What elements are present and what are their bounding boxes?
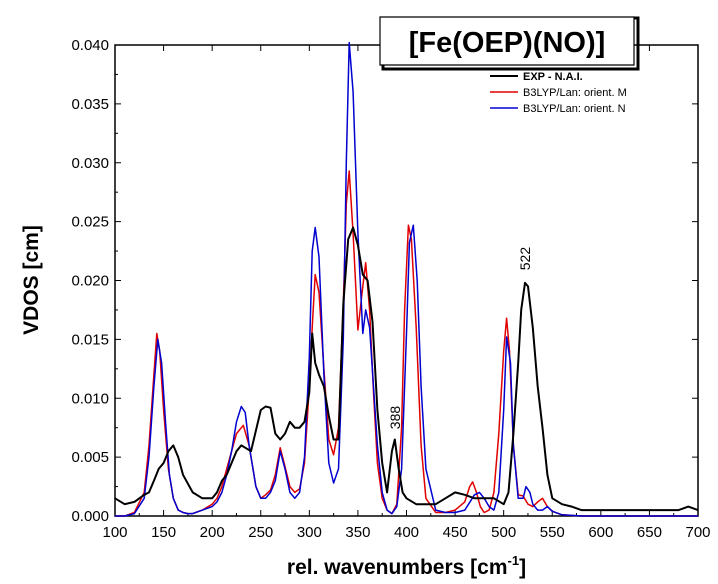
series-line-2 bbox=[115, 41, 698, 517]
legend-label: EXP - N.A.I. bbox=[523, 71, 583, 83]
annotations: 388 522 bbox=[387, 247, 533, 430]
x-tick-label: 400 bbox=[394, 524, 419, 541]
y-axis-title: VDOS [cm] bbox=[20, 225, 43, 335]
x-tick-label: 500 bbox=[491, 524, 516, 541]
x-tick-label: 200 bbox=[200, 524, 225, 541]
x-tick-label: 100 bbox=[102, 524, 127, 541]
series-line-1 bbox=[115, 170, 698, 517]
x-axis: 100 150 200 250 300 350 400 450 500 550 600 650 700 bbox=[102, 45, 711, 541]
y-tick-label: 0.030 bbox=[71, 155, 109, 172]
y-tick-label: 0.005 bbox=[71, 449, 109, 466]
x-tick-label: 350 bbox=[345, 524, 370, 541]
y-tick-label: 0.015 bbox=[71, 331, 109, 348]
chart-title-box: [Fe(OEP)(NO)] bbox=[379, 16, 640, 71]
x-tick-label: 550 bbox=[540, 524, 565, 541]
y-tick-label: 0.025 bbox=[71, 214, 109, 231]
x-axis-title: rel. wavenumbers [cm-1] bbox=[287, 553, 526, 579]
y-tick-label: 0.035 bbox=[71, 96, 109, 113]
y-axis: 0.000 0.005 0.010 0.015 0.020 0.025 0.030 0.035… bbox=[71, 37, 698, 525]
legend: EXP - N.A.I. B3LYP/Lan: orient. M B3LYP/La… bbox=[490, 71, 627, 115]
x-tick-label: 600 bbox=[588, 524, 613, 541]
chart-title: [Fe(OEP)(NO)] bbox=[409, 27, 606, 59]
x-tick-label: 150 bbox=[151, 524, 176, 541]
peak-annotation: 522 bbox=[517, 247, 533, 271]
y-tick-label: 0.040 bbox=[71, 37, 109, 54]
y-tick-label: 0.010 bbox=[71, 390, 109, 407]
peak-annotation: 388 bbox=[387, 406, 403, 430]
x-tick-label: 450 bbox=[443, 524, 468, 541]
x-tick-label: 250 bbox=[248, 524, 273, 541]
legend-label: B3LYP/Lan: orient. N bbox=[523, 103, 626, 115]
x-tick-label: 700 bbox=[685, 524, 710, 541]
y-tick-label: 0.000 bbox=[71, 508, 109, 525]
x-tick-label: 650 bbox=[637, 524, 662, 541]
x-tick-label: 300 bbox=[297, 524, 322, 541]
series-lines bbox=[114, 41, 699, 517]
series-line-0 bbox=[114, 226, 699, 512]
y-tick-label: 0.020 bbox=[71, 273, 109, 290]
legend-label: B3LYP/Lan: orient. M bbox=[523, 87, 627, 99]
